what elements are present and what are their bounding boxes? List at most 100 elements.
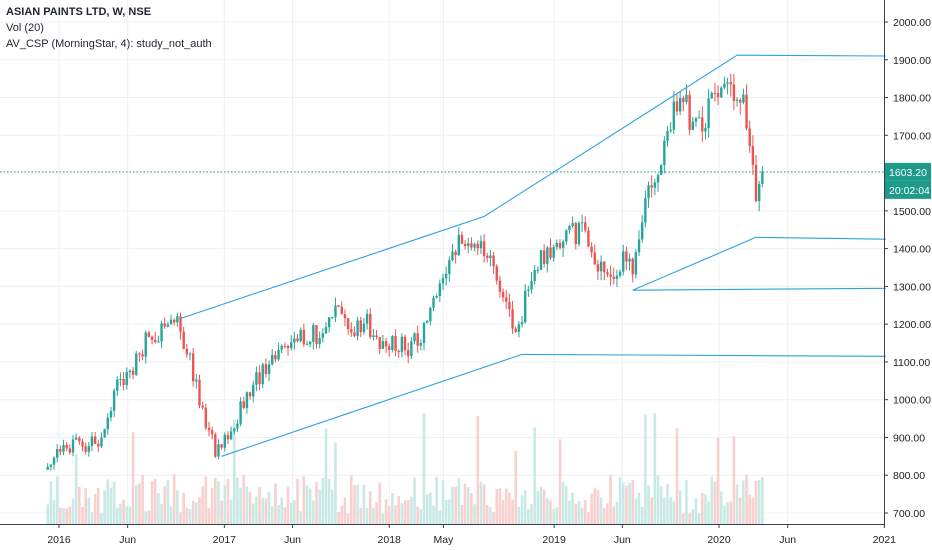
candle-down	[172, 319, 176, 323]
volume-bar	[609, 475, 612, 524]
candle-down	[403, 336, 407, 351]
volume-bar	[691, 509, 695, 524]
candle-up	[565, 230, 568, 242]
candle-down	[214, 434, 217, 457]
price-tick-label: 1300.00	[893, 281, 931, 293]
candle-up	[217, 444, 220, 457]
volume-bar	[666, 483, 669, 524]
volume-bar	[340, 505, 344, 524]
volume-bar	[473, 504, 476, 524]
candle-down	[274, 354, 277, 360]
volume-bar	[650, 497, 653, 524]
candle-up	[327, 317, 331, 328]
volume-bar	[321, 478, 325, 524]
volume-bar	[195, 502, 198, 524]
candle-down	[226, 434, 230, 440]
volume-bar	[485, 504, 489, 524]
candle-up	[647, 185, 650, 199]
candle-up	[663, 140, 666, 166]
volume-bar	[745, 474, 748, 524]
volume-bar	[482, 484, 486, 524]
countdown-value: 20:02:04	[889, 185, 930, 197]
candle-up	[432, 297, 435, 308]
candle-down	[154, 339, 157, 342]
candle-up	[473, 243, 476, 248]
candle-down	[682, 97, 685, 102]
candle-down	[732, 84, 736, 101]
volume-bar	[46, 504, 50, 524]
candle-up	[169, 319, 173, 325]
volume-bar	[498, 488, 502, 524]
trendline-level-1120	[521, 353, 886, 357]
candle-down	[131, 370, 135, 375]
candle-up	[530, 281, 533, 290]
volume-bar	[621, 482, 625, 524]
candle-up	[691, 121, 694, 130]
volume-bar	[675, 428, 679, 524]
volume-bar	[337, 511, 340, 524]
candle-up	[391, 336, 394, 350]
volume-bar	[492, 511, 495, 524]
candle-down	[406, 350, 410, 357]
volume-bar	[416, 506, 419, 524]
volume-bar	[302, 476, 306, 524]
volume-bar	[729, 501, 733, 524]
volume-bar	[106, 479, 110, 524]
candle-up	[533, 270, 536, 282]
candle-up	[277, 349, 280, 360]
volume-bar	[296, 478, 299, 524]
candle-down	[182, 331, 185, 349]
candle-up	[299, 329, 302, 342]
volume-indicator-label[interactable]: Vol (20)	[6, 22, 44, 34]
candle-up	[723, 83, 726, 88]
volume-bar	[438, 510, 442, 524]
current-price-badge[interactable]	[885, 162, 931, 181]
time-tick-label: Jun	[119, 534, 136, 546]
candle-down	[198, 379, 201, 406]
candle-up	[334, 305, 337, 318]
candle-down	[729, 82, 732, 85]
candle-up	[678, 97, 682, 112]
candle-up	[644, 198, 647, 223]
candle-up	[293, 338, 296, 343]
trendline-lower-channel	[221, 353, 523, 457]
symbol-title[interactable]: ASIAN PAINTS LTD, W, NSE	[6, 6, 152, 18]
volume-bar	[128, 506, 132, 524]
candle-up	[422, 322, 426, 343]
volume-bar	[274, 483, 277, 524]
volume-bar	[647, 485, 650, 524]
candle-up	[119, 378, 122, 380]
candle-down	[302, 329, 306, 345]
volume-bar	[346, 513, 350, 524]
candle-up	[524, 290, 527, 323]
price-tick-label: 1900.00	[893, 55, 931, 67]
candle-up	[568, 226, 571, 231]
candle-up	[539, 250, 543, 270]
volume-bar	[761, 476, 764, 524]
candle-up	[90, 436, 94, 447]
volume-bar	[176, 490, 179, 524]
volume-bar	[672, 501, 676, 524]
volume-bar	[517, 506, 521, 524]
volume-bar	[122, 499, 125, 524]
volume-bar	[198, 497, 201, 524]
volume-bar	[479, 482, 483, 524]
volume-bar	[74, 453, 78, 524]
volume-bar	[115, 507, 119, 524]
volume-bar	[432, 505, 435, 524]
volume-bar	[204, 476, 208, 524]
candle-down	[716, 93, 720, 98]
volume-bar	[217, 481, 220, 524]
candle-up	[726, 82, 729, 84]
study-indicator-label[interactable]: AV_CSP (MorningStar, 4): study_not_auth	[6, 38, 212, 50]
volume-bar	[331, 489, 334, 524]
candle-up	[106, 417, 109, 430]
candle-down	[701, 117, 704, 132]
volume-bar	[697, 513, 701, 524]
volume-bar	[397, 496, 401, 524]
candle-up	[761, 171, 764, 184]
volume-bar	[719, 491, 723, 524]
candle-up	[479, 241, 483, 249]
time-tick-label: 2021	[873, 534, 897, 546]
